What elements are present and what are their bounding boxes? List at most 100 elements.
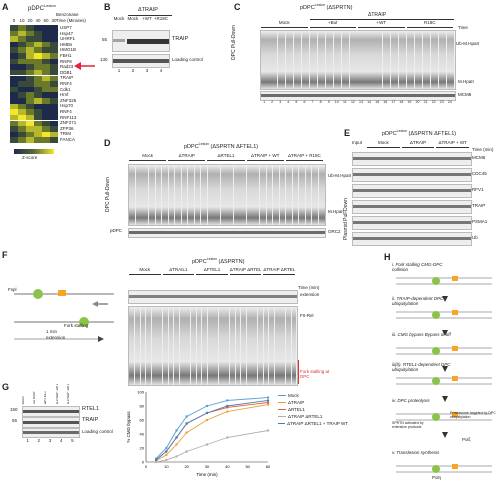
- heatmap-cell: [50, 86, 58, 93]
- gel-lane: [261, 31, 269, 89]
- panel-b-lane-labels: Mock Mock +WT +R18C: [112, 16, 168, 22]
- heatmap-cell: [34, 126, 42, 132]
- gel-lane: [318, 165, 325, 225]
- panel-e-blots: MCM6 CDC45 RFV1 TRAIP PSMA1 Ub: [352, 152, 487, 248]
- group-label: +WT: [358, 21, 405, 28]
- heatmap-cell: [10, 81, 18, 87]
- panel-a-scale-label: Z-score: [22, 155, 38, 160]
- gel-lane: [280, 307, 286, 385]
- gel-lane: [422, 31, 431, 89]
- group-label: ΔTRAIP ΔRTEL1 +TRAIP WT: [263, 268, 295, 275]
- chart-point: [165, 458, 168, 462]
- chart-y-tick-label: 60: [140, 418, 145, 423]
- heatmap-cell: [42, 103, 50, 110]
- gel-lane: [312, 165, 319, 225]
- gel-lane: [292, 165, 299, 225]
- heatmap-cell: [42, 81, 50, 87]
- chart-legend-label: ΔRTEL1: [288, 407, 305, 412]
- panel-e-blot-row: TRAIP: [352, 200, 485, 214]
- gel-lane: [431, 31, 439, 89]
- panel-c-title-text: pDPC: [300, 4, 315, 11]
- heatmap-cell: [34, 92, 42, 98]
- heatmap-cell: [50, 92, 58, 98]
- panel-e-blot: [352, 216, 472, 230]
- panel-h-diagram: [396, 374, 492, 388]
- gel-lane: [277, 31, 285, 89]
- heatmap-cell: [50, 69, 58, 76]
- panel-e-ylabel: Plasmid Pull-Down: [343, 198, 349, 240]
- chart-point: [266, 429, 270, 432]
- heatmap-cell: [42, 126, 50, 132]
- panel-d-blot-orc2: [128, 228, 326, 238]
- heatmap-cell: [34, 53, 42, 59]
- heatmap-cell: [10, 131, 18, 138]
- chart-series-line: [155, 404, 269, 461]
- heatmap-cell: [34, 114, 42, 121]
- panel-c-supergroup-line: [310, 19, 454, 20]
- panel-f-schematic-label2: Fork stalling: [64, 323, 89, 328]
- gel-lane: [201, 165, 207, 225]
- heatmap-cell: [26, 103, 34, 110]
- panel-c-lane-number: 3: [279, 100, 282, 104]
- group-label: ΔTRAIP: [168, 154, 206, 161]
- chart-legend-swatch: [278, 422, 286, 425]
- panel-b-label1: TRAIP: [172, 36, 189, 42]
- chart-point: [226, 436, 229, 439]
- gel-lane: [175, 165, 181, 225]
- panel-e-blot-row: Ub: [352, 232, 478, 246]
- heatmap-cell: [18, 69, 26, 76]
- heatmap-cell: [26, 120, 34, 127]
- heatmap-cell: [26, 114, 34, 121]
- gel-lane: [185, 307, 191, 385]
- panel-b-lane-label: Mock: [127, 16, 139, 21]
- panel-e-blot: [352, 184, 472, 198]
- gel-lane: [334, 31, 342, 89]
- panel-b-blot-loading: [112, 54, 170, 68]
- heatmap-cell: [34, 137, 42, 143]
- heatmap-cell: [26, 98, 34, 104]
- heatmap-cell: [34, 64, 42, 70]
- heatmap-cell: [18, 86, 26, 93]
- panel-b-mw2: 130: [100, 57, 108, 62]
- gel-lane: [382, 31, 390, 89]
- panel-c-lane-number: 7: [311, 100, 314, 104]
- panel-b-header: ΔTRAIP: [138, 7, 158, 13]
- gel-lane: [129, 165, 136, 225]
- gel-lane: [213, 307, 219, 385]
- heatmap-cell: [34, 131, 42, 138]
- gel-lane: [390, 31, 398, 89]
- panel-c-lane-number: 19: [407, 100, 412, 104]
- chart-point: [175, 455, 178, 458]
- panel-c-lane-number: 17: [391, 100, 396, 104]
- gel-lane: [134, 307, 140, 385]
- panel-f-label-extension: extension: [300, 292, 320, 297]
- group-label: ΔTRAIL1: [162, 268, 195, 275]
- heatmap-cell: [42, 92, 50, 98]
- heatmap-cell: [34, 86, 42, 93]
- group-label: Mock: [261, 21, 308, 28]
- gel-lane: [342, 31, 350, 89]
- heatmap-cell: [50, 58, 58, 65]
- gel-lane: [207, 165, 214, 225]
- panel-h-diagram: [396, 274, 492, 288]
- chart-point: [266, 399, 270, 402]
- heatmap-protein-label: Rad23: [60, 64, 74, 70]
- heatmap-cell: [50, 75, 58, 82]
- heatmap-cell: [34, 25, 42, 31]
- chart-point: [226, 404, 229, 408]
- gel-lane: [350, 31, 358, 89]
- gel-lane: [358, 31, 366, 89]
- heatmap-cell: [42, 131, 50, 138]
- panel-h-step: iii. CMG bypass Bypass of off: [392, 332, 451, 337]
- heatmap-cell: [42, 53, 50, 59]
- panel-f-schematic-label4: extension: [46, 335, 66, 340]
- panel-g-label1: RTEL1: [82, 406, 100, 412]
- gel-lane: [190, 307, 196, 385]
- chart-point: [205, 404, 209, 408]
- heatmap-cell: [18, 126, 26, 132]
- chart-legend-label: Mock: [288, 393, 299, 398]
- heatmap-protein-label: TRIM: [60, 131, 71, 137]
- heatmap-cell: [26, 53, 34, 59]
- heatmap-cell: [42, 109, 50, 115]
- panel-f-label-fork: Fork stalling at DPC: [300, 369, 330, 379]
